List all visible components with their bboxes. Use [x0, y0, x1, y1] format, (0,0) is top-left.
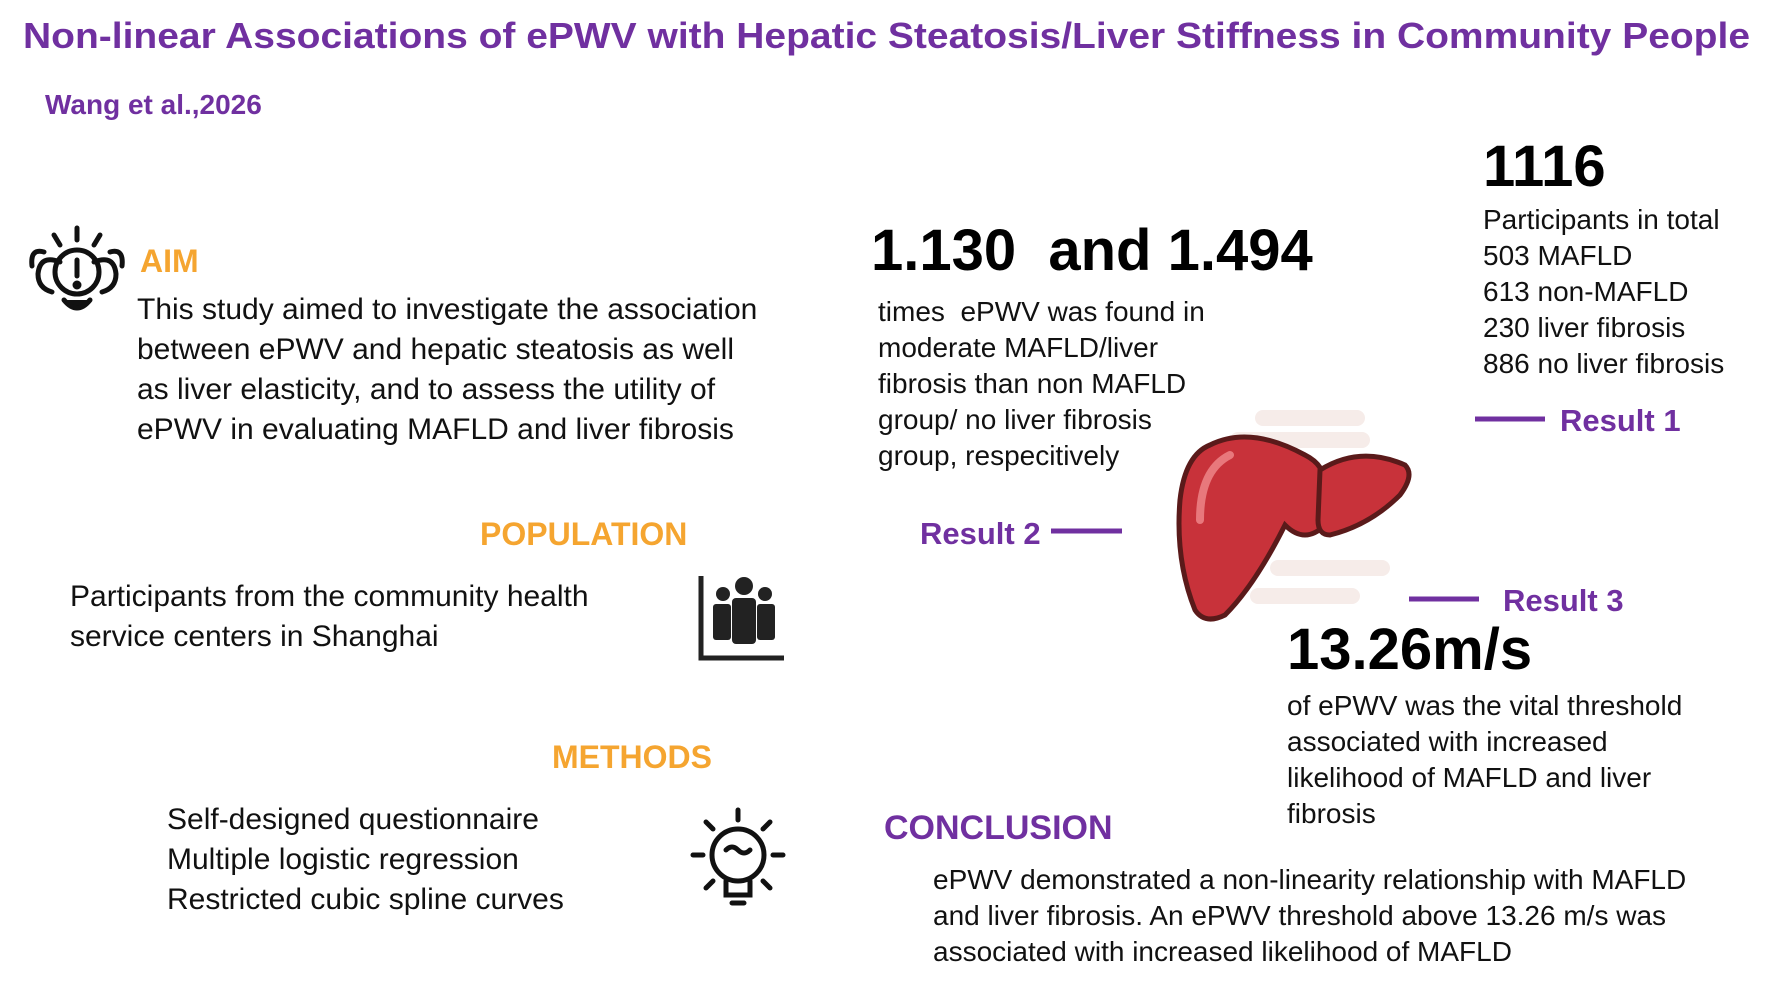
method-item: Restricted cubic spline curves	[167, 883, 564, 916]
result3-text: of ePWV was the vital threshold	[1287, 690, 1682, 721]
result3-label: Result 3	[1503, 583, 1624, 618]
methods-icon	[690, 807, 786, 906]
method-item: Multiple logistic regression	[167, 843, 519, 876]
population-heading: POPULATION	[480, 516, 687, 552]
result2-text: group, respecitively	[878, 440, 1119, 471]
result3-number: 13.26m/s	[1287, 617, 1532, 682]
methods-heading: METHODS	[552, 739, 712, 775]
aim-text: This study aimed to investigate the asso…	[137, 293, 757, 326]
conclusion-heading: CONCLUSION	[884, 809, 1113, 847]
conclusion-text: and liver fibrosis. An ePWV threshold ab…	[933, 900, 1666, 931]
result1-text: 886 no liver fibrosis	[1483, 348, 1724, 379]
result3-text: likelihood of MAFLD and liver	[1287, 762, 1651, 793]
title: Non-linear Associations of ePWV with Hep…	[23, 15, 1750, 56]
method-item: Self-designed questionnaire	[167, 803, 539, 836]
result2-text: times ePWV was found in	[878, 296, 1205, 327]
result1-text: Participants in total	[1483, 204, 1720, 235]
result1-text: 230 liver fibrosis	[1483, 312, 1685, 343]
population-text: Participants from the community health	[70, 580, 589, 613]
result2-text: fibrosis than non MAFLD	[878, 368, 1186, 399]
conclusion-text: associated with increased likelihood of …	[933, 936, 1512, 967]
aim-heading: AIM	[140, 243, 199, 279]
result1-text: 503 MAFLD	[1483, 240, 1632, 271]
aim-text: as liver elasticity, and to assess the u…	[137, 373, 716, 406]
result3-text: fibrosis	[1287, 798, 1376, 829]
result1-text: 613 non-MAFLD	[1483, 276, 1688, 307]
result2-text: moderate MAFLD/liver	[878, 332, 1158, 363]
conclusion-text: ePWV demonstrated a non-linearity relati…	[933, 864, 1686, 895]
result3-text: associated with increased	[1287, 726, 1608, 757]
result2-label: Result 2	[920, 516, 1041, 551]
citation: Wang et al.,2026	[45, 89, 262, 120]
result1-number: 1116	[1483, 134, 1606, 199]
population-text: service centers in Shanghai	[70, 620, 439, 653]
population-icon	[698, 576, 784, 661]
aim-text: between ePWV and hepatic steatosis as we…	[137, 333, 734, 366]
result2-number: 1.130 and 1.494	[871, 218, 1313, 283]
liver-illustration	[1176, 410, 1412, 622]
result2-text: group/ no liver fibrosis	[878, 404, 1152, 435]
result1-label: Result 1	[1560, 403, 1681, 438]
aim-text: ePWV in evaluating MAFLD and liver fibro…	[137, 413, 734, 446]
aim-icon	[29, 225, 125, 311]
